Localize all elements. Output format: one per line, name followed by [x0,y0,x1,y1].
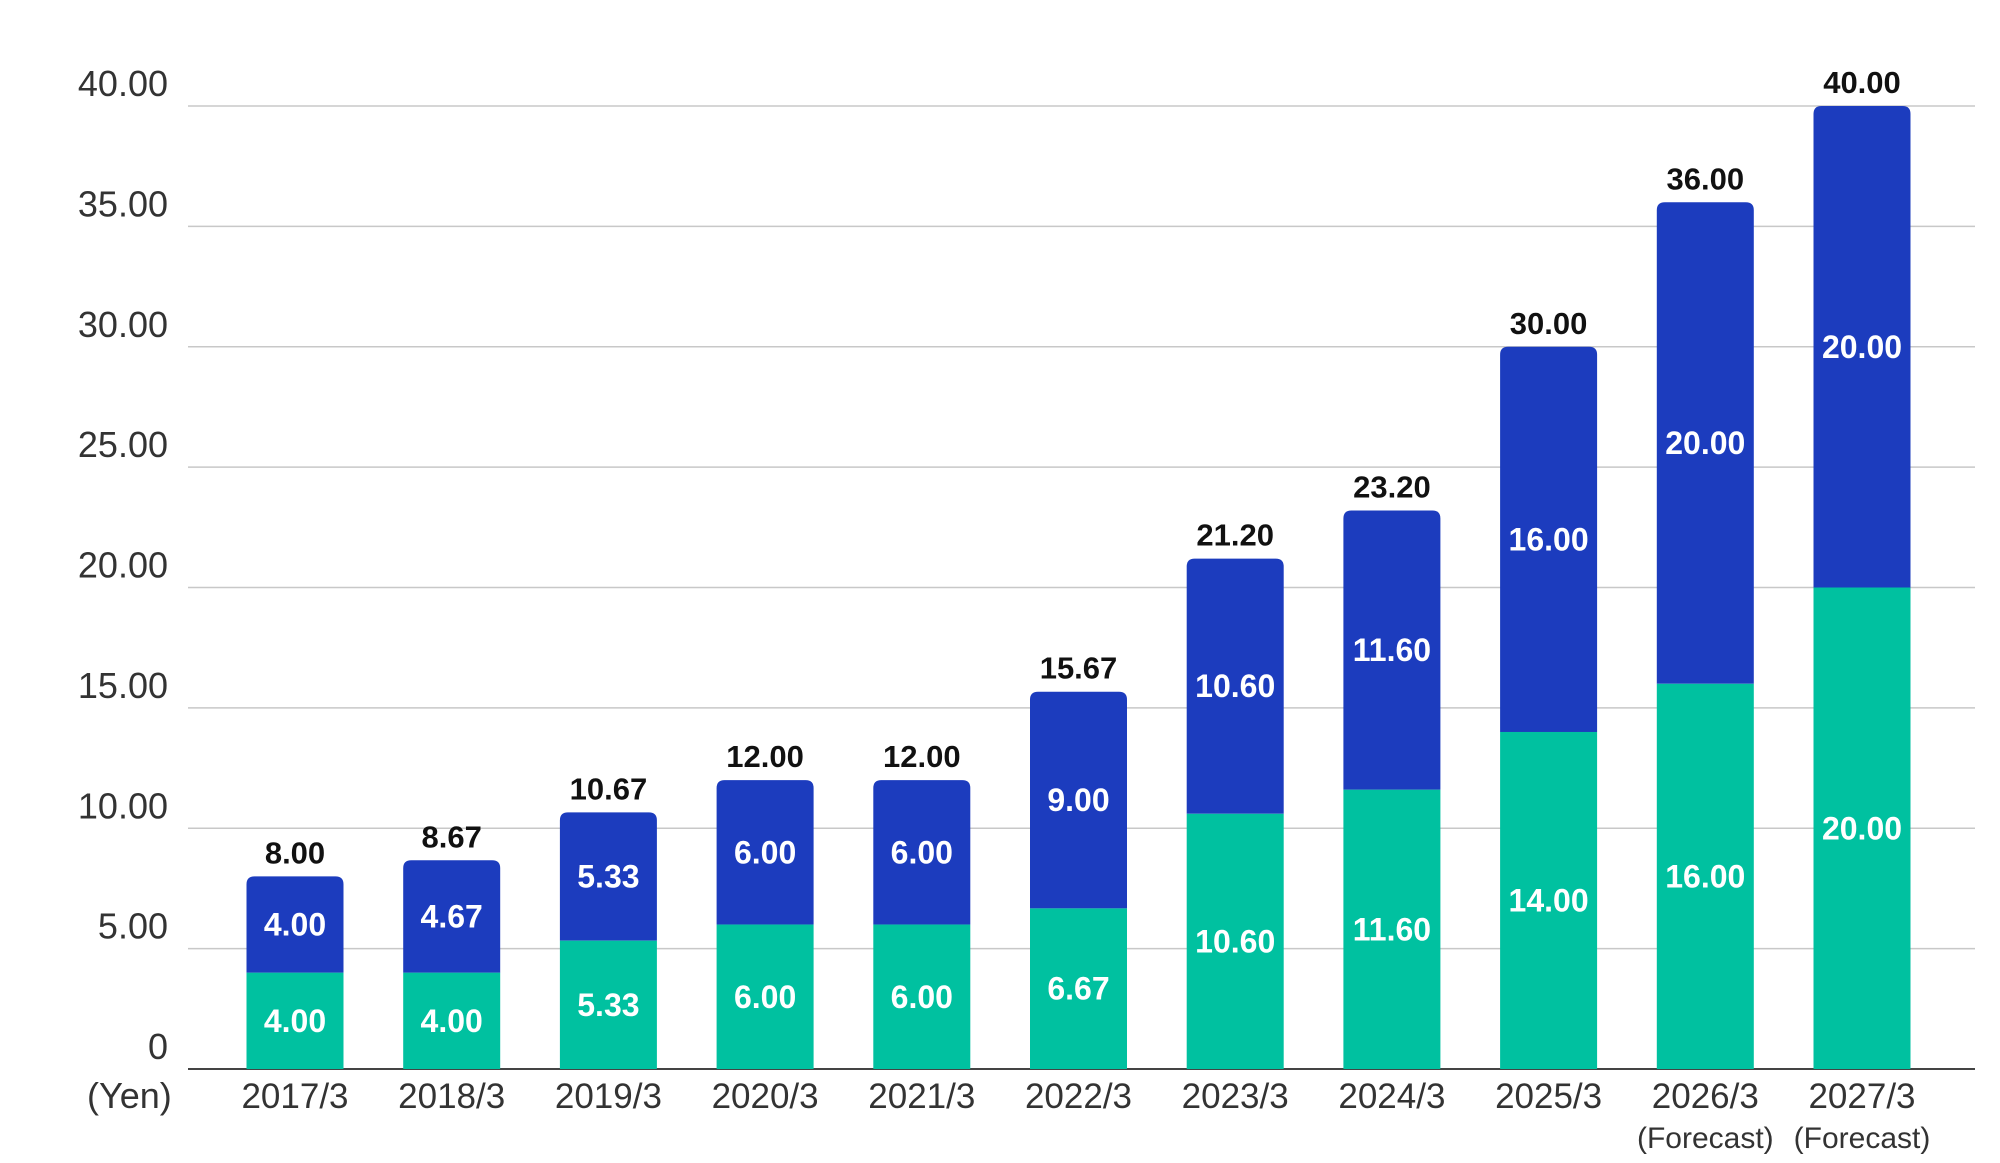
bar-segment-upper [716,780,814,925]
bar-segment-lower [559,940,657,1069]
x-tick-label: 2023/3 [1182,1077,1289,1116]
x-tick-label: 2020/3 [712,1077,819,1116]
bar-segment-lower [1813,587,1911,1069]
bar-segment-lower [246,972,344,1069]
bars: 4.00 4.00 8.00 4.00 4.67 8.67 5.33 5.33 10.67 6.0… [246,65,1911,1069]
y-tick-label: 5.00 [98,906,168,947]
total-value-label: 30.00 [1510,306,1588,341]
x-tick-note: (Forecast) [1794,1122,1931,1155]
segment-value-label: 6.00 [734,834,796,870]
segment-value-label: 6.67 [1047,971,1109,1007]
x-tick-label: 2024/3 [1338,1077,1445,1116]
bar-segment-lower [1343,789,1441,1069]
y-axis-ticks: 0 5.00 10.00 15.00 20.00 25.00 30.00 35.00 40.00 [78,63,168,1067]
bar-segment-lower [403,972,501,1069]
x-tick-label: 2019/3 [555,1077,662,1116]
bar-segment-lower [1500,731,1598,1069]
segment-value-label: 16.00 [1665,858,1745,894]
bar-segment-upper [1813,106,1911,588]
x-tick-label: 2022/3 [1025,1077,1132,1116]
x-tick-label: 2025/3 [1495,1077,1602,1116]
bar-segment-upper [1343,510,1441,790]
y-tick-label: 15.00 [78,665,168,706]
segment-value-label: 4.67 [421,898,483,934]
segment-value-label: 20.00 [1665,425,1745,461]
x-tick-label: 2021/3 [868,1077,975,1116]
bar-segment-upper [246,876,344,973]
segment-value-label: 6.00 [891,979,953,1015]
total-value-label: 15.67 [1040,651,1118,686]
bar-segment-upper [1500,346,1598,732]
bar-segment-upper [1186,558,1284,814]
segment-value-label: 20.00 [1822,329,1902,365]
x-tick-label: 2018/3 [398,1077,505,1116]
bar-segment-upper [1656,202,1754,684]
y-tick-label: 10.00 [78,785,168,826]
y-tick-label: 20.00 [78,545,168,586]
bar-segment-lower [1030,908,1127,1069]
x-axis-ticks: 2017/3 2018/3 2019/3 2020/3 2021/3 2022/3 2023… [241,1077,1930,1155]
y-axis-unit-label: (Yen) [87,1075,172,1116]
total-value-label: 21.20 [1196,518,1274,553]
segment-value-label: 6.00 [891,834,953,870]
segment-value-label: 4.00 [421,1003,483,1039]
segment-value-label: 11.60 [1353,911,1431,947]
bar-segment-lower [873,924,971,1069]
total-value-label: 8.00 [265,835,325,870]
segment-value-label: 14.00 [1509,882,1589,918]
x-tick-label: 2026/3 [1652,1077,1759,1116]
segment-value-label: 5.33 [577,859,639,895]
y-tick-label: 40.00 [78,63,168,104]
segment-value-label: 11.60 [1353,632,1431,668]
bar-segment-lower [1186,813,1284,1069]
x-tick-label: 2027/3 [1808,1077,1915,1116]
bar-segment-upper [1030,691,1127,909]
y-tick-label: 35.00 [78,183,168,224]
total-value-label: 12.00 [883,739,961,774]
bar-segment-upper [873,780,971,925]
segment-value-label: 16.00 [1509,521,1589,557]
x-tick-label: 2017/3 [241,1077,348,1116]
bar-segment-upper [403,860,501,973]
total-value-label: 10.67 [570,771,648,806]
segment-value-label: 20.00 [1822,810,1902,846]
segment-value-label: 6.00 [734,979,796,1015]
total-value-label: 8.67 [422,819,482,854]
y-tick-label: 30.00 [78,304,168,345]
segment-value-label: 10.60 [1195,923,1275,959]
segment-value-label: 10.60 [1195,668,1275,704]
y-tick-label: 0 [148,1026,168,1067]
total-value-label: 12.00 [726,739,804,774]
segment-value-label: 4.00 [264,1003,326,1039]
y-tick-label: 25.00 [78,424,168,465]
total-value-label: 40.00 [1823,65,1901,100]
segment-value-label: 5.33 [577,987,639,1023]
bar-segment-lower [1656,683,1754,1069]
segment-value-label: 9.00 [1047,782,1109,818]
bar-segment-lower [716,924,814,1069]
x-tick-note: (Forecast) [1637,1122,1774,1155]
segment-value-label: 4.00 [264,907,326,943]
bar-segment-upper [559,812,657,941]
total-value-label: 23.20 [1353,469,1431,504]
total-value-label: 36.00 [1667,161,1745,196]
